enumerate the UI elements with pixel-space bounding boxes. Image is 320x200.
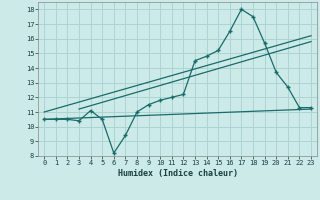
- X-axis label: Humidex (Indice chaleur): Humidex (Indice chaleur): [118, 169, 238, 178]
